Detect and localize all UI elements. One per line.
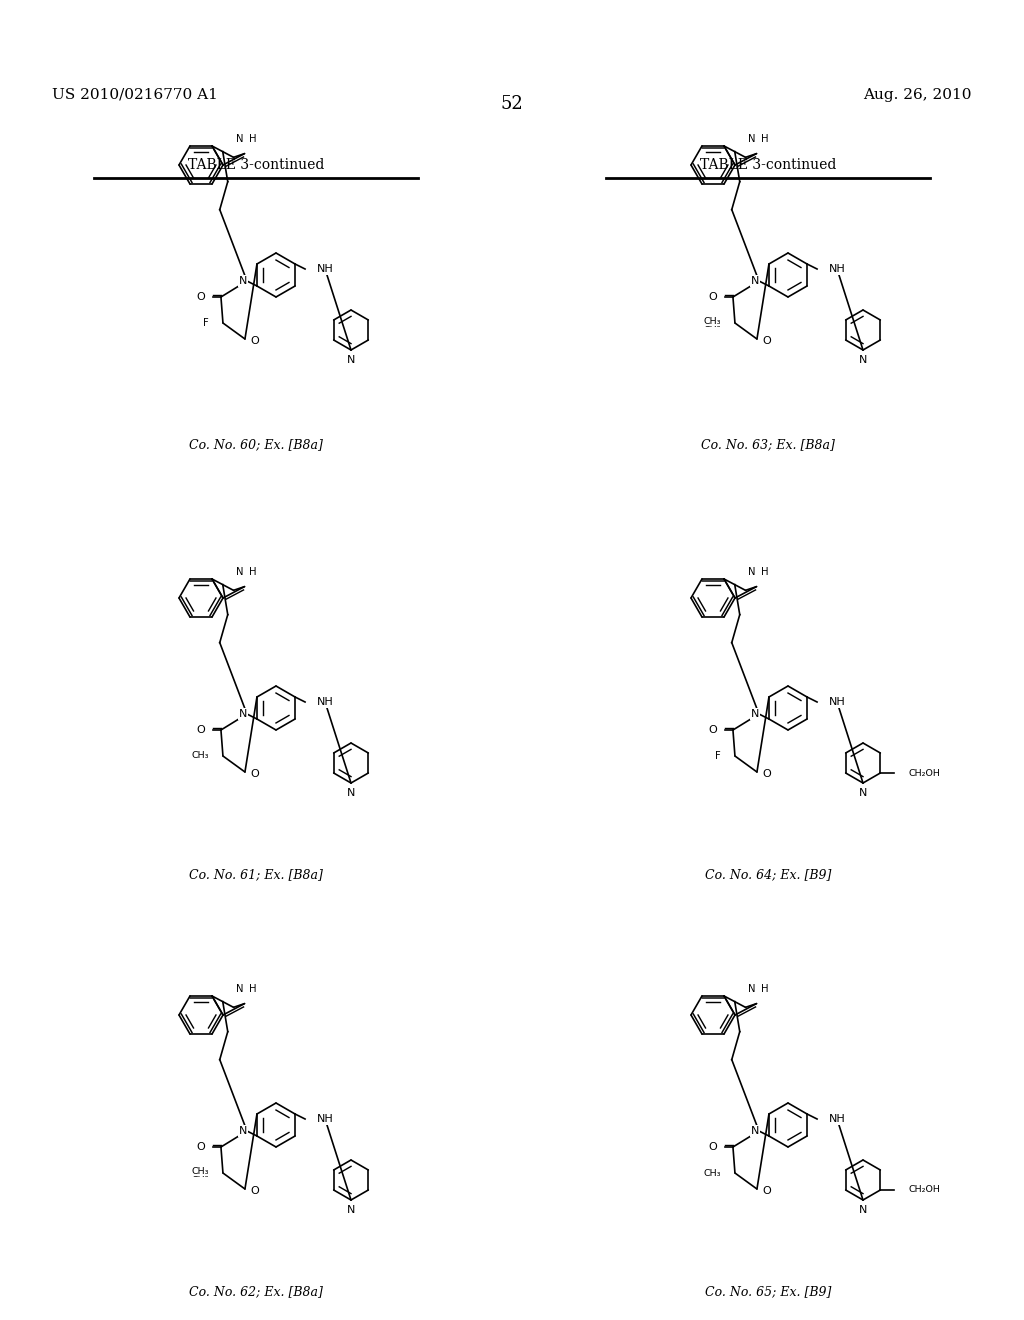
Text: O: O	[250, 337, 259, 346]
Text: CH₃: CH₃	[703, 1168, 721, 1177]
Text: Co. No. 61; Ex. [B8a]: Co. No. 61; Ex. [B8a]	[189, 869, 323, 880]
Text: NH: NH	[829, 697, 846, 708]
Text: N: N	[751, 709, 759, 719]
Text: O: O	[709, 1142, 717, 1152]
Text: 52: 52	[501, 95, 523, 114]
Text: N: N	[239, 276, 247, 286]
Text: N: N	[347, 355, 355, 366]
Text: TABLE 3-continued: TABLE 3-continued	[187, 158, 325, 172]
Text: N: N	[748, 566, 756, 577]
Text: Co. No. 65; Ex. [B9]: Co. No. 65; Ex. [B9]	[705, 1284, 831, 1298]
Text: NH: NH	[829, 264, 846, 275]
Text: N: N	[239, 1126, 247, 1137]
Text: F: F	[203, 318, 209, 327]
Text: NH: NH	[317, 264, 334, 275]
Text: O: O	[197, 292, 205, 302]
Text: O: O	[250, 1185, 259, 1196]
Text: H: H	[761, 133, 768, 144]
Text: CH₃: CH₃	[703, 317, 721, 326]
Text: N: N	[347, 788, 355, 799]
Text: CH₂OH: CH₂OH	[908, 1185, 940, 1195]
Text: CH₃: CH₃	[191, 751, 209, 760]
Text: NH: NH	[829, 1114, 846, 1125]
Text: H: H	[249, 133, 256, 144]
Text: H: H	[761, 983, 768, 994]
Text: Co. No. 64; Ex. [B9]: Co. No. 64; Ex. [B9]	[705, 869, 831, 880]
Text: O: O	[250, 770, 259, 779]
Text: N: N	[751, 276, 759, 286]
Text: CH₃: CH₃	[191, 1170, 209, 1179]
Text: O: O	[762, 770, 771, 779]
Text: N: N	[347, 1205, 355, 1214]
Text: N: N	[236, 566, 244, 577]
Text: F: F	[715, 751, 721, 762]
Text: TABLE 3-continued: TABLE 3-continued	[699, 158, 837, 172]
Text: N: N	[751, 1126, 759, 1137]
Text: O: O	[762, 337, 771, 346]
Text: F: F	[715, 751, 721, 762]
Text: NH: NH	[317, 1114, 334, 1125]
Text: NH: NH	[317, 697, 334, 708]
Text: CH₃: CH₃	[191, 1167, 209, 1176]
Text: CH₂OH: CH₂OH	[908, 768, 940, 777]
Text: US 2010/0216770 A1: US 2010/0216770 A1	[52, 88, 218, 102]
Text: O: O	[709, 292, 717, 302]
Text: N: N	[239, 709, 247, 719]
Text: N: N	[748, 133, 756, 144]
Text: O: O	[762, 1185, 771, 1196]
Text: H: H	[761, 566, 768, 577]
Text: F: F	[203, 318, 209, 327]
Text: CH₃: CH₃	[703, 319, 721, 329]
Text: N: N	[859, 1205, 867, 1214]
Text: N: N	[859, 788, 867, 799]
Text: H: H	[249, 983, 256, 994]
Text: N: N	[748, 983, 756, 994]
Text: O: O	[197, 1142, 205, 1152]
Text: N: N	[236, 983, 244, 994]
Text: H: H	[249, 566, 256, 577]
Text: O: O	[709, 725, 717, 735]
Text: Co. No. 60; Ex. [B8a]: Co. No. 60; Ex. [B8a]	[189, 438, 323, 451]
Text: Aug. 26, 2010: Aug. 26, 2010	[863, 88, 972, 102]
Text: O: O	[197, 725, 205, 735]
Text: N: N	[859, 355, 867, 366]
Text: Co. No. 62; Ex. [B8a]: Co. No. 62; Ex. [B8a]	[189, 1284, 323, 1298]
Text: Co. No. 63; Ex. [B8a]: Co. No. 63; Ex. [B8a]	[701, 438, 835, 451]
Text: N: N	[236, 133, 244, 144]
